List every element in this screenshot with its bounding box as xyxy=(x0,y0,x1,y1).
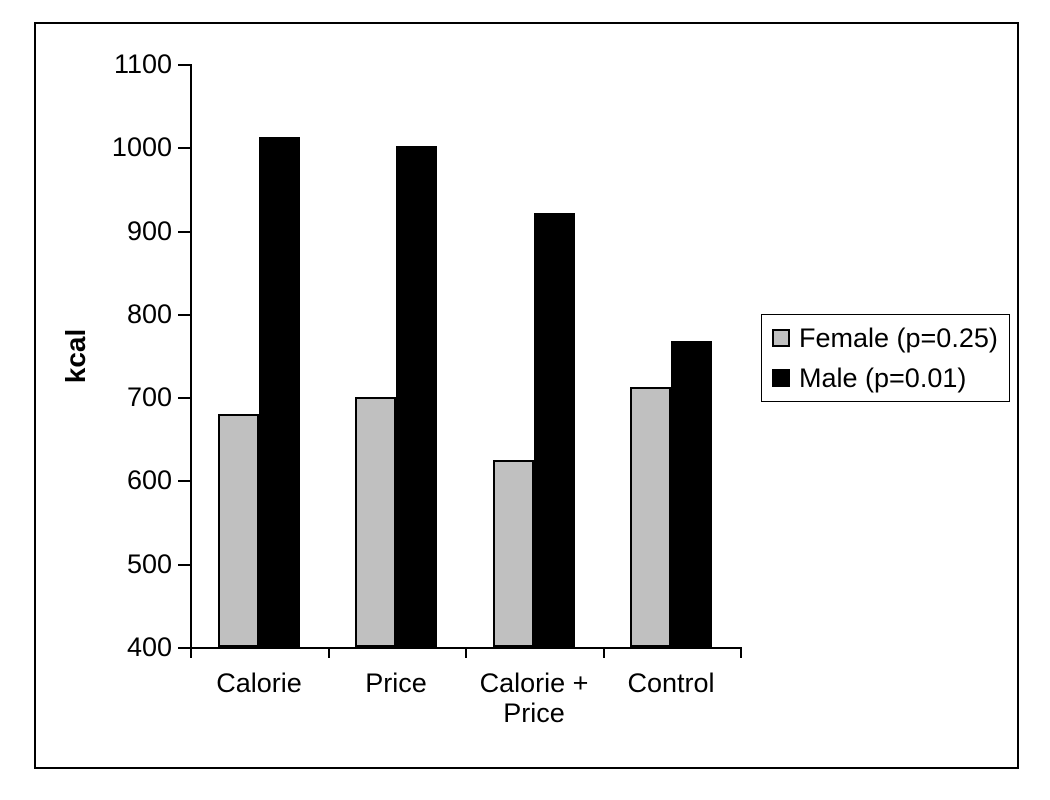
y-axis-tick xyxy=(178,397,190,399)
y-axis-line xyxy=(190,64,192,649)
bar-calorie-male xyxy=(259,137,300,647)
y-tick-label: 700 xyxy=(126,382,172,412)
y-tick-label: 400 xyxy=(126,632,172,662)
y-tick-label: 1100 xyxy=(113,49,172,79)
x-axis-line xyxy=(190,647,742,649)
legend-item-female: Female (p=0.25) xyxy=(772,324,1009,352)
x-tick-label: Calorie xyxy=(216,668,302,698)
y-tick-label: 1000 xyxy=(111,132,172,162)
y-axis-tick xyxy=(178,231,190,233)
legend-label-male: Male (p=0.01) xyxy=(799,363,967,393)
y-tick-label: 500 xyxy=(126,549,172,579)
bar-control-male xyxy=(671,341,712,647)
bar-calorie-price-male xyxy=(534,213,575,647)
y-tick-label: 600 xyxy=(126,465,172,495)
bar-price-female xyxy=(355,397,396,647)
x-tick-label: Price xyxy=(365,668,427,698)
bar-control-female xyxy=(630,387,671,647)
y-axis-tick xyxy=(178,64,190,66)
male-series-swatch xyxy=(772,369,790,387)
legend-item-male: Male (p=0.01) xyxy=(772,364,1009,392)
x-axis-tick xyxy=(740,649,742,658)
bar-price-male xyxy=(396,146,437,647)
y-axis-tick xyxy=(178,147,190,149)
x-axis-tick xyxy=(465,649,467,658)
legend: Female (p=0.25) Male (p=0.01) xyxy=(761,314,1010,402)
female-series-swatch xyxy=(772,329,790,347)
x-tick-label: Calorie + Price xyxy=(479,668,589,728)
x-axis-tick xyxy=(603,649,605,658)
bar-calorie-price-female xyxy=(493,460,534,647)
x-tick-label: Control xyxy=(627,668,715,698)
y-axis-tick xyxy=(178,480,190,482)
y-axis-title: kcal xyxy=(60,328,91,384)
y-tick-label: 800 xyxy=(126,299,172,329)
bar-calorie-female xyxy=(218,414,259,647)
y-axis-tick xyxy=(178,314,190,316)
y-axis-tick xyxy=(178,647,190,649)
x-axis-tick xyxy=(190,649,192,658)
x-axis-tick xyxy=(328,649,330,658)
y-tick-label: 900 xyxy=(126,216,172,246)
legend-label-female: Female (p=0.25) xyxy=(799,323,998,353)
y-axis-tick xyxy=(178,564,190,566)
